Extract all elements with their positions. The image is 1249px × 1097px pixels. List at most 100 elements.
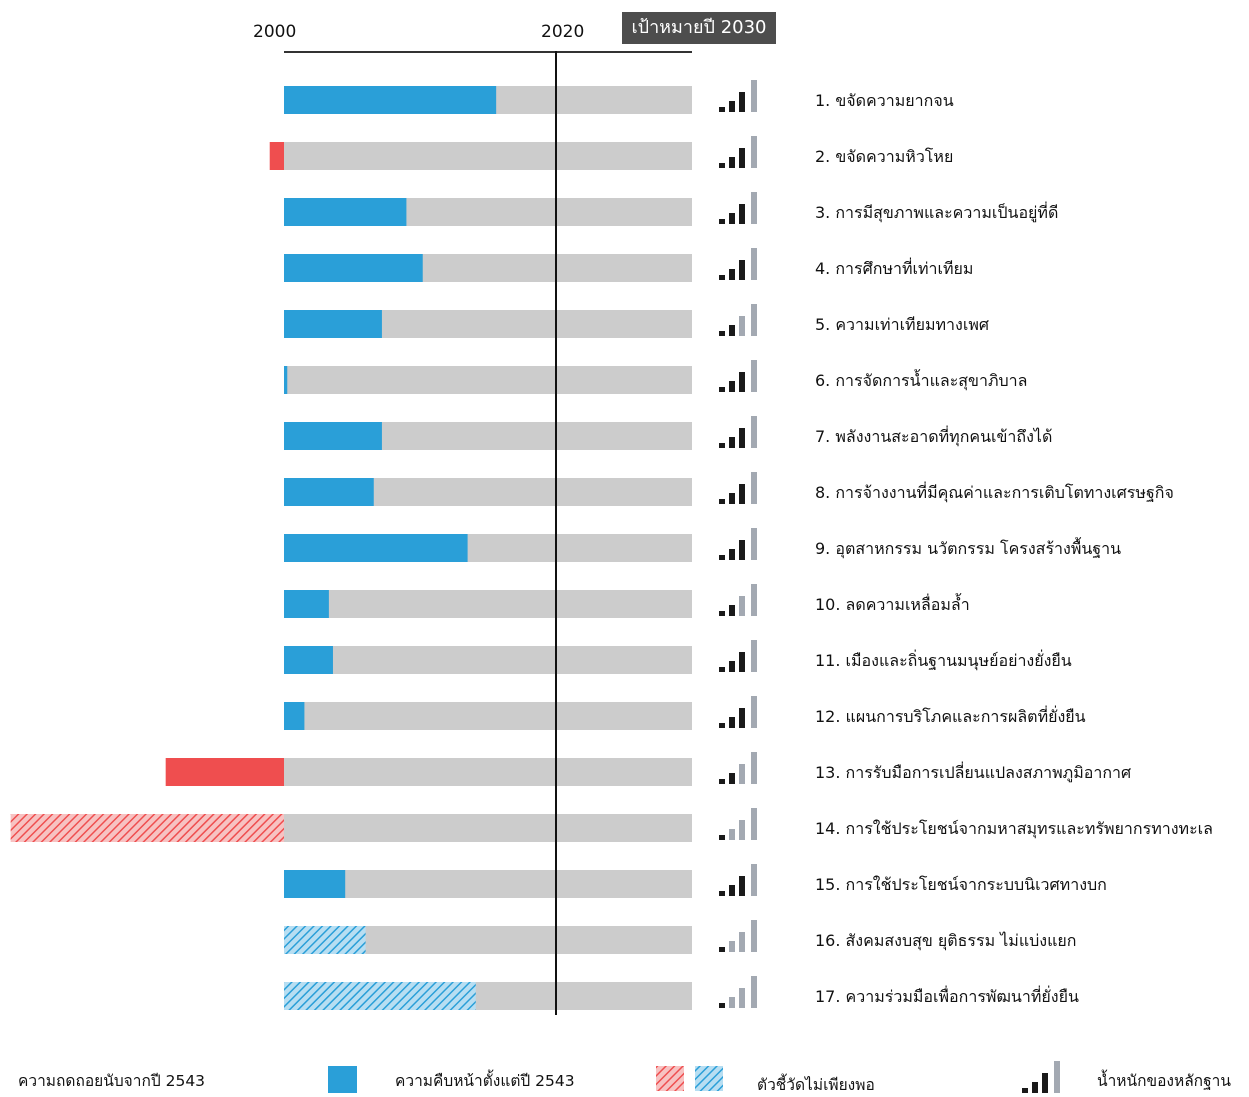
evidence-bar-14-3 <box>751 808 757 840</box>
track-bar-13 <box>284 758 692 786</box>
evidence-bar-12-2 <box>739 708 745 728</box>
value-bar-13 <box>165 758 284 786</box>
value-bar-15 <box>284 870 346 898</box>
evidence-bar-15-1 <box>729 885 735 896</box>
axis-label-2000: 2000 <box>253 22 297 42</box>
evidence-bar-6-2 <box>739 372 745 392</box>
evidence-bar-2-2 <box>739 148 745 168</box>
value-bar-6 <box>284 366 288 394</box>
track-bar-11 <box>284 646 692 674</box>
evidence-bar-13-1 <box>729 773 735 784</box>
evidence-bar-legend-0 <box>1022 1088 1028 1093</box>
evidence-bar-5-2 <box>739 316 745 336</box>
goal-label-1: 1. ขจัดความยากจน <box>815 91 954 110</box>
evidence-bar-8-2 <box>739 484 745 504</box>
evidence-bar-16-1 <box>729 941 735 952</box>
evidence-bar-17-0 <box>719 1003 725 1008</box>
goal-label-12: 12. แผนการบริโภคและการผลิตที่ยั่งยืน <box>815 707 1086 726</box>
goal-label-14: 14. การใช้ประโยชน์จากมหาสมุทรและทรัพยากร… <box>815 819 1213 838</box>
goal-label-7: 7. พลังงานสะอาดที่ทุกคนเข้าถึงได้ <box>815 427 1053 446</box>
value-bar-2 <box>269 142 284 170</box>
goal-label-17: 17. ความร่วมมือเพื่อการพัฒนาที่ยั่งยืน <box>815 987 1079 1006</box>
legend-evidence-label: น้ำหนักของหลักฐาน <box>1097 1072 1231 1090</box>
evidence-bar-7-0 <box>719 443 725 448</box>
legend-progress-swatch <box>328 1066 357 1093</box>
value-bar-11 <box>284 646 333 674</box>
evidence-bar-11-1 <box>729 661 735 672</box>
value-bar-14 <box>10 814 284 842</box>
target-2030-badge: เป้าหมายปี 2030 <box>622 12 776 44</box>
evidence-bar-6-1 <box>729 381 735 392</box>
value-bar-12 <box>284 702 305 730</box>
evidence-bar-2-1 <box>729 157 735 168</box>
goal-label-15: 15. การใช้ประโยชน์จากระบบนิเวศทางบก <box>815 875 1107 894</box>
evidence-bar-15-0 <box>719 891 725 896</box>
goal-label-11: 11. เมืองและถิ่นฐานมนุษย์อย่างยั่งยืน <box>815 651 1072 670</box>
axis-label-2020: 2020 <box>541 22 585 42</box>
evidence-bar-12-1 <box>729 717 735 728</box>
evidence-bar-11-3 <box>751 640 757 672</box>
evidence-bar-17-1 <box>729 997 735 1008</box>
evidence-bar-16-3 <box>751 920 757 952</box>
track-bar-6 <box>284 366 692 394</box>
legend-insufficient-red-swatch <box>656 1066 684 1091</box>
track-bar-12 <box>284 702 692 730</box>
goal-label-9: 9. อุตสาหกรรม นวัตกรรม โครงสร้างพื้นฐาน <box>815 539 1122 558</box>
value-bar-9 <box>284 534 468 562</box>
evidence-bar-13-3 <box>751 752 757 784</box>
value-bar-16 <box>284 926 366 954</box>
evidence-bar-6-0 <box>719 387 725 392</box>
goal-label-6: 6. การจัดการน้ำและสุขาภิบาล <box>815 371 1028 390</box>
evidence-bar-5-3 <box>751 304 757 336</box>
evidence-bar-1-2 <box>739 92 745 112</box>
evidence-bar-8-1 <box>729 493 735 504</box>
evidence-bar-9-2 <box>739 540 745 560</box>
evidence-bar-13-2 <box>739 764 745 784</box>
evidence-bar-15-3 <box>751 864 757 896</box>
goal-label-8: 8. การจ้างงานที่มีคุณค่าและการเติบโตทางเ… <box>815 483 1174 502</box>
evidence-bar-4-3 <box>751 248 757 280</box>
evidence-bar-10-3 <box>751 584 757 616</box>
evidence-bar-14-0 <box>719 835 725 840</box>
value-bar-5 <box>284 310 382 338</box>
legend-insufficient-label: ตัวชี้วัดไม่เพียงพอ <box>757 1076 875 1094</box>
value-bar-8 <box>284 478 374 506</box>
evidence-bar-3-1 <box>729 213 735 224</box>
legend-insufficient-blue-swatch <box>695 1066 723 1091</box>
evidence-bar-11-0 <box>719 667 725 672</box>
evidence-bar-4-1 <box>729 269 735 280</box>
evidence-bar-3-0 <box>719 219 725 224</box>
goal-label-16: 16. สังคมสงบสุข ยุติธรรม ไม่แบ่งแยก <box>815 931 1077 950</box>
evidence-bar-5-0 <box>719 331 725 336</box>
evidence-bar-legend-3 <box>1054 1061 1060 1093</box>
evidence-bar-9-1 <box>729 549 735 560</box>
track-bar-2 <box>284 142 692 170</box>
goal-label-13: 13. การรับมือการเปลี่ยนแปลงสภาพภูมิอากาศ <box>815 763 1132 782</box>
evidence-bar-1-0 <box>719 107 725 112</box>
evidence-bar-7-2 <box>739 428 745 448</box>
evidence-bar-16-0 <box>719 947 725 952</box>
evidence-bar-7-3 <box>751 416 757 448</box>
evidence-bar-12-0 <box>719 723 725 728</box>
goal-label-3: 3. การมีสุขภาพและความเป็นอยู่ที่ดี <box>815 203 1059 222</box>
evidence-bar-3-2 <box>739 204 745 224</box>
year-2020-line <box>555 51 557 1015</box>
evidence-bar-2-3 <box>751 136 757 168</box>
goal-label-10: 10. ลดความเหลื่อมล้ำ <box>815 595 970 614</box>
legend-regression-label: ความถดถอยนับจากปี 2543 <box>18 1072 206 1090</box>
track-bar-14 <box>284 814 692 842</box>
evidence-bar-legend-2 <box>1042 1073 1048 1093</box>
evidence-bar-10-1 <box>729 605 735 616</box>
evidence-bar-4-2 <box>739 260 745 280</box>
evidence-bar-legend-1 <box>1032 1082 1038 1093</box>
evidence-bar-1-3 <box>751 80 757 112</box>
evidence-bar-12-3 <box>751 696 757 728</box>
track-bar-10 <box>284 590 692 618</box>
evidence-bar-7-1 <box>729 437 735 448</box>
evidence-bar-5-1 <box>729 325 735 336</box>
evidence-bar-8-0 <box>719 499 725 504</box>
evidence-bar-9-3 <box>751 528 757 560</box>
evidence-bar-6-3 <box>751 360 757 392</box>
goal-label-4: 4. การศึกษาที่เท่าเทียม <box>815 259 974 278</box>
